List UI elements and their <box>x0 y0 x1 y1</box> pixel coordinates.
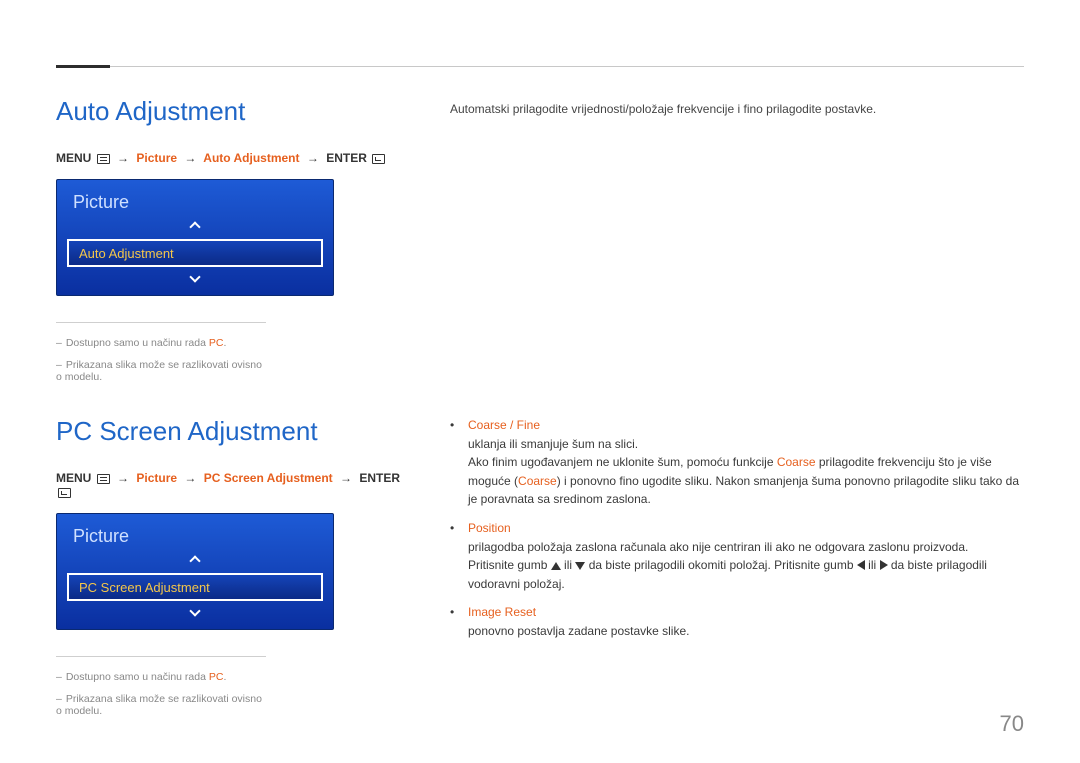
arrow-icon: → <box>117 151 129 165</box>
triangle-up-icon <box>551 562 561 570</box>
enter-icon <box>372 154 385 164</box>
breadcrumb-pc-screen-adjustment: MENU → Picture → PC Screen Adjustment → … <box>56 471 416 499</box>
bullet-text: ili <box>865 558 880 572</box>
bullet-dot-icon: • <box>450 603 468 640</box>
bullet-text: ponovno postavlja zadane postavke slike. <box>468 624 689 638</box>
top-divider <box>56 66 1024 67</box>
arrow-icon: → <box>184 151 196 165</box>
footnote: –Dostupno samo u načinu rada PC. <box>56 337 266 349</box>
chevron-up-icon <box>189 221 200 232</box>
bc-enter: ENTER <box>359 471 400 485</box>
top-accent-bar <box>56 65 110 68</box>
arrow-icon: → <box>117 471 129 485</box>
bullet-dot-icon: • <box>450 519 468 593</box>
bullet-text: da biste prilagodili okomiti položaj. Pr… <box>585 558 856 572</box>
bullet-position: • Position prilagodba položaja zaslona r… <box>450 519 1024 593</box>
inline-accent: Coarse <box>518 474 557 488</box>
bullet-text: uklanja ili smanjuje šum na slici. <box>468 437 638 451</box>
bullet-coarse-fine: • Coarse / Fine uklanja ili smanjuje šum… <box>450 416 1024 509</box>
menu-scroll-up[interactable] <box>57 219 333 237</box>
chevron-down-icon <box>189 605 200 616</box>
menu-item-label: Auto Adjustment <box>79 246 174 261</box>
triangle-right-icon <box>880 560 888 570</box>
bullet-text: ili <box>561 558 576 572</box>
menu-scroll-down[interactable] <box>57 603 333 621</box>
menu-scroll-down[interactable] <box>57 269 333 287</box>
chevron-down-icon <box>189 271 200 282</box>
menu-item-pc-screen-adjustment[interactable]: PC Screen Adjustment <box>67 573 323 601</box>
menu-item-label: PC Screen Adjustment <box>79 580 210 595</box>
footnote: –Prikazana slika može se razlikovati ovi… <box>56 359 266 383</box>
menu-icon <box>97 154 110 164</box>
bc-menu: MENU <box>56 471 91 485</box>
footnote: –Prikazana slika može se razlikovati ovi… <box>56 693 266 717</box>
arrow-icon: → <box>184 471 196 485</box>
enter-icon <box>58 488 71 498</box>
section-auto-adjustment-body: Automatski prilagodite vrijednosti/polož… <box>450 102 1024 116</box>
menu-title: Picture <box>57 180 333 219</box>
section-pc-screen-bullets: • Coarse / Fine uklanja ili smanjuje šum… <box>450 416 1024 651</box>
arrow-icon: → <box>307 151 319 165</box>
bullet-text: prilagodba položaja zaslona računala ako… <box>468 540 968 554</box>
arrow-icon: → <box>340 471 352 485</box>
menu-card-picture-2: Picture PC Screen Adjustment <box>56 513 334 630</box>
footnotes-2: –Dostupno samo u načinu rada PC. –Prikaz… <box>56 656 266 717</box>
bullet-label: Image Reset <box>468 605 536 619</box>
menu-item-auto-adjustment[interactable]: Auto Adjustment <box>67 239 323 267</box>
bullet-text: Pritisnite gumb <box>468 558 551 572</box>
section-auto-adjustment-left: Auto Adjustment MENU → Picture → Auto Ad… <box>56 96 416 393</box>
triangle-down-icon <box>575 562 585 570</box>
bc-menu: MENU <box>56 151 91 165</box>
triangle-left-icon <box>857 560 865 570</box>
menu-icon <box>97 474 110 484</box>
footnotes-1: –Dostupno samo u načinu rada PC. –Prikaz… <box>56 322 266 383</box>
bullet-dot-icon: • <box>450 416 468 509</box>
bc-auto-adjustment: Auto Adjustment <box>203 151 299 165</box>
page-number: 70 <box>1000 711 1024 737</box>
bullet-text: Ako finim ugođavanjem ne uklonite šum, p… <box>468 455 777 469</box>
menu-title: Picture <box>57 514 333 553</box>
chevron-up-icon <box>189 555 200 566</box>
breadcrumb-auto-adjustment: MENU → Picture → Auto Adjustment → ENTER <box>56 151 416 165</box>
bullet-image-reset: • Image Reset ponovno postavlja zadane p… <box>450 603 1024 640</box>
menu-scroll-up[interactable] <box>57 553 333 571</box>
bc-pc-screen-adjustment: PC Screen Adjustment <box>204 471 333 485</box>
menu-card-picture-1: Picture Auto Adjustment <box>56 179 334 296</box>
bullet-label: Position <box>468 521 511 535</box>
bc-picture: Picture <box>136 151 177 165</box>
section-pc-screen-left: PC Screen Adjustment MENU → Picture → PC… <box>56 416 416 727</box>
heading-auto-adjustment: Auto Adjustment <box>56 96 416 127</box>
bc-picture: Picture <box>136 471 177 485</box>
footnote: –Dostupno samo u načinu rada PC. <box>56 671 266 683</box>
inline-accent: Coarse <box>777 455 816 469</box>
heading-pc-screen-adjustment: PC Screen Adjustment <box>56 416 416 447</box>
bc-enter: ENTER <box>326 151 367 165</box>
body-text: Automatski prilagodite vrijednosti/polož… <box>450 102 876 116</box>
bullet-label: Coarse / Fine <box>468 418 540 432</box>
